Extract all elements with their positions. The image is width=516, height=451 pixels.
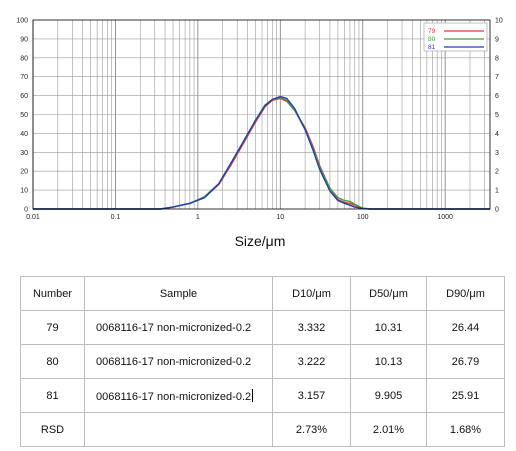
y-tick-label-right: 4: [495, 131, 499, 138]
y-tick-label-left: 40: [20, 131, 28, 138]
results-table: Number Sample D10/μm D50/μm D90/μm 79 00…: [20, 276, 505, 447]
cell-number: 81: [20, 378, 85, 413]
legend-box: [423, 22, 488, 52]
cell-d50: 10.31: [350, 310, 427, 345]
cell-number: RSD: [20, 412, 85, 447]
cell-number: 79: [20, 310, 85, 345]
y-tick-label-left: 100: [16, 18, 28, 25]
y-tick-label-right: 5: [495, 112, 499, 119]
legend-label-79: 79: [428, 28, 436, 35]
column-header-number: Number: [20, 276, 85, 311]
y-tick-label-right: 10: [495, 18, 503, 25]
series-line-79: [33, 97, 490, 210]
table-row-rsd: RSD 2.73% 2.01% 1.68%: [20, 412, 505, 447]
x-axis-label: Size/μm: [235, 233, 286, 249]
column-header-sample: Sample: [84, 276, 273, 311]
particle-size-chart: 0.01 0.1 1 10 100 100001020304050607080901000…: [16, 18, 503, 250]
cell-sample: [84, 412, 273, 447]
cell-d90: 1.68%: [426, 412, 505, 447]
y-tick-label-left: 10: [20, 188, 28, 195]
cell-d90: 26.44: [426, 310, 505, 345]
cell-d50: 2.01%: [350, 412, 427, 447]
cell-sample-text: 0068116-17 non-micronized-0.2: [96, 390, 252, 403]
cell-sample-editing[interactable]: 0068116-17 non-micronized-0.2: [84, 378, 273, 413]
legend-label-81: 81: [428, 44, 436, 51]
cell-d50: 10.13: [350, 344, 427, 379]
y-tick-label-right: 1: [495, 188, 499, 195]
y-tick-label-left: 60: [20, 93, 28, 100]
y-tick-label-right: 9: [495, 36, 499, 43]
y-tick-label-left: 0: [24, 207, 28, 214]
cell-d10: 3.157: [272, 378, 351, 413]
cell-sample: 0068116-17 non-micronized-0.2: [84, 344, 273, 379]
y-tick-label-left: 70: [20, 74, 28, 81]
y-tick-label-right: 2: [495, 169, 499, 176]
y-tick-label-left: 50: [20, 112, 28, 119]
x-tick-label: 0.1: [111, 214, 121, 221]
text-cursor: [252, 388, 254, 402]
cell-d10: 2.73%: [272, 412, 351, 447]
plot-frame: [32, 19, 491, 210]
chart-grid: [32, 20, 490, 209]
column-header-d50: D50/μm: [350, 276, 427, 311]
x-tick-label: 10: [276, 214, 284, 221]
cell-sample: 0068116-17 non-micronized-0.2: [84, 310, 273, 345]
table-row: 79 0068116-17 non-micronized-0.2 3.332 1…: [20, 310, 505, 345]
y-tick-label-left: 30: [20, 150, 28, 157]
axis-ticks: 0.01 0.1 1 10 100 100001020304050607080901000…: [16, 18, 503, 222]
cell-d90: 26.79: [426, 344, 505, 379]
series-line-81: [33, 95, 490, 210]
y-tick-label-right: 8: [495, 55, 499, 62]
y-tick-label-left: 20: [20, 169, 28, 176]
y-tick-label-right: 3: [495, 150, 499, 157]
y-tick-label-right: 6: [495, 93, 499, 100]
cell-d10: 3.222: [272, 344, 351, 379]
legend-label-80: 80: [428, 36, 436, 43]
y-tick-label-left: 80: [20, 55, 28, 62]
y-tick-label-right: 7: [495, 74, 499, 81]
x-tick-label: 0.01: [26, 214, 40, 221]
y-tick-label-right: 0: [495, 207, 499, 214]
table-header-row: Number Sample D10/μm D50/μm D90/μm: [20, 276, 505, 311]
x-tick-label: 1: [196, 214, 200, 221]
column-header-d90: D90/μm: [426, 276, 505, 311]
cell-d10: 3.332: [272, 310, 351, 345]
table-row: 80 0068116-17 non-micronized-0.2 3.222 1…: [20, 344, 505, 379]
cell-d50: 9.905: [350, 378, 427, 413]
cell-number: 80: [20, 344, 85, 379]
chart-series-group: [33, 95, 490, 210]
column-header-d10: D10/μm: [272, 276, 351, 311]
x-tick-label: 1000: [437, 214, 453, 221]
table-row: 81 0068116-17 non-micronized-0.2 3.157 9…: [20, 378, 505, 413]
series-line-80: [33, 96, 490, 210]
x-tick-label: 100: [357, 214, 369, 221]
y-tick-label-left: 90: [20, 36, 28, 43]
cell-d90: 25.91: [426, 378, 505, 413]
